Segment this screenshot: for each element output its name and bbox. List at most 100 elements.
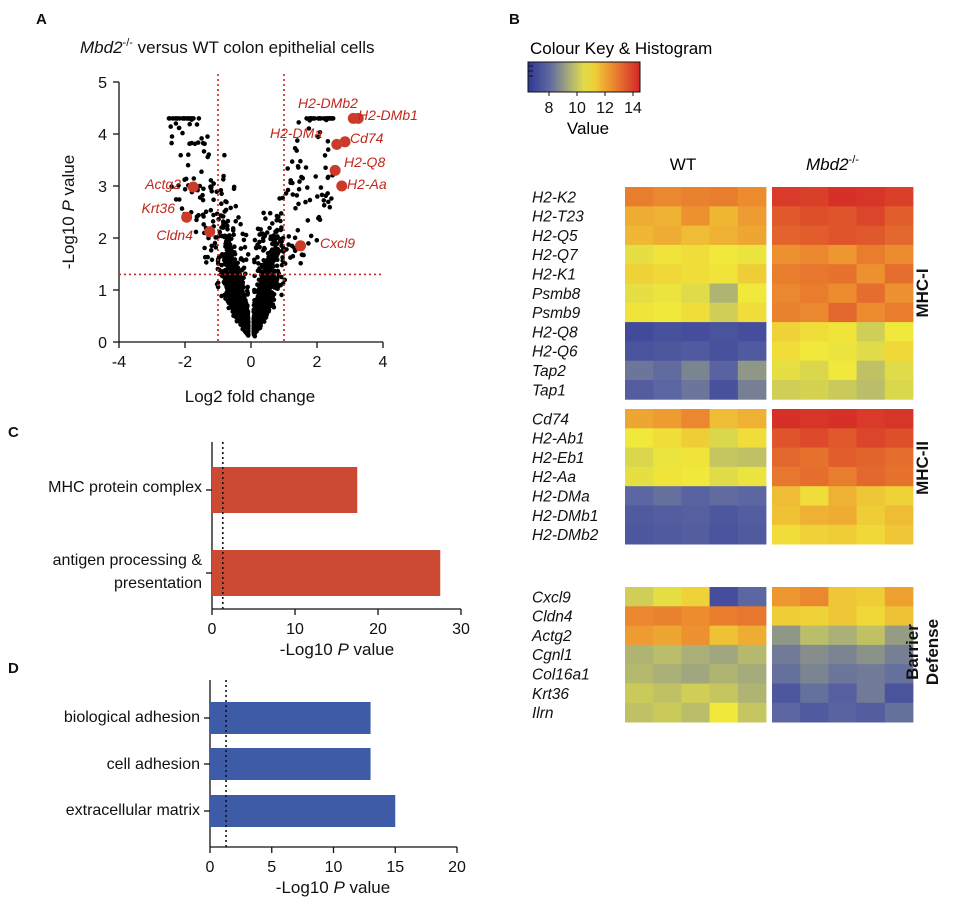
heatmap-cell-ko bbox=[772, 466, 801, 487]
heatmap-cell-ko bbox=[800, 644, 829, 665]
heatmap-cell-ko bbox=[856, 244, 886, 265]
panel-letter-d: D bbox=[8, 660, 19, 677]
volcano-ylabel: -Log10 P value bbox=[59, 155, 78, 269]
heatmap-row-label: H2-Aa bbox=[532, 469, 576, 486]
heatmap-cell-ko bbox=[800, 322, 829, 342]
heatmap-cell-ko bbox=[772, 244, 801, 265]
heatmap-cell-wt bbox=[709, 664, 739, 684]
heatmap-cell-ko bbox=[884, 644, 914, 665]
heatmap-cell-ko bbox=[800, 587, 829, 607]
heatmap-cell-ko bbox=[800, 360, 829, 381]
group-label-mhc-i: MHC-I bbox=[913, 268, 932, 317]
heatmap-row-label: Cd74 bbox=[532, 411, 569, 428]
heatmap-figure: Colour Key & Histogram 8 10 12 14 Value WT … bbox=[527, 39, 942, 723]
heatmap-cell-ko bbox=[884, 322, 914, 342]
heatmap-cell-wt bbox=[681, 206, 710, 226]
heatmap-cell-ko bbox=[856, 447, 886, 468]
bar-c-label-2a: antigen processing & bbox=[53, 552, 203, 569]
heatmap-cell-wt bbox=[625, 644, 654, 665]
heatmap-cell-wt bbox=[737, 702, 767, 723]
heatmap-cell-wt bbox=[653, 505, 682, 526]
bar-d-label-3: extracellular matrix bbox=[66, 802, 200, 819]
go-bar-chart-mhc: 0 10 20 30 MHC protein complex antigen proc… bbox=[48, 442, 470, 659]
heatmap-cell-wt bbox=[681, 702, 710, 723]
heatmap-cell-ko bbox=[828, 341, 857, 362]
heatmap-cell-ko bbox=[772, 341, 801, 362]
heatmap-row-label: Psmb8 bbox=[532, 286, 581, 303]
heatmap-cell-wt bbox=[737, 587, 767, 607]
heatmap-cell-wt bbox=[625, 302, 654, 323]
heatmap-cell-ko bbox=[884, 380, 914, 400]
heatmap-cell-wt bbox=[625, 606, 654, 626]
heatmap-cell-wt bbox=[653, 341, 682, 362]
heatmap-cell-wt bbox=[709, 409, 739, 429]
heatmap-cell-wt bbox=[737, 505, 767, 526]
volcano-ylabel-pre: -Log10 bbox=[59, 212, 78, 270]
colour-key-gradient bbox=[527, 61, 641, 93]
volcano-background-points bbox=[166, 116, 336, 339]
heatmap-cell-ko bbox=[856, 486, 886, 506]
bar-x-tick-label: 0 bbox=[208, 621, 217, 638]
heatmap-cell-ko bbox=[772, 447, 801, 468]
heatmap-cell-wt bbox=[681, 264, 710, 284]
heatmap-cell-wt bbox=[709, 187, 739, 207]
heatmap-row-label: Tap2 bbox=[532, 363, 566, 380]
heatmap-cell-wt bbox=[625, 428, 654, 448]
heatmap-cell-wt bbox=[681, 486, 710, 506]
heatmap-cell-wt bbox=[737, 187, 767, 207]
heatmap-cell-wt bbox=[653, 187, 682, 207]
heatmap-cell-ko bbox=[856, 505, 886, 526]
heatmap-cell-wt bbox=[653, 447, 682, 468]
heatmap-cell-wt bbox=[653, 380, 682, 400]
volcano-highlight-label: Actg2 bbox=[144, 176, 181, 192]
heatmap-cell-wt bbox=[681, 625, 710, 646]
heatmap-cell-wt bbox=[737, 380, 767, 400]
heatmap-cell-ko bbox=[828, 322, 857, 342]
heatmap-cell-ko bbox=[884, 409, 914, 429]
bar-x-tick-label: 0 bbox=[206, 859, 215, 876]
heatmap-cell-ko bbox=[772, 409, 801, 429]
volcano-plot: Mbd2-/- versus WT colon epithelial cells… bbox=[59, 37, 418, 406]
heatmap-cell-wt bbox=[653, 322, 682, 342]
heatmap-cell-ko bbox=[828, 409, 857, 429]
heatmap-cell-ko bbox=[884, 264, 914, 284]
heatmap-cell-ko bbox=[856, 702, 886, 723]
heatmap-cell-ko bbox=[884, 302, 914, 323]
heatmap-cell-ko bbox=[828, 587, 857, 607]
volcano-x-tick-label: -4 bbox=[112, 354, 126, 371]
volcano-title-sup: -/- bbox=[123, 37, 134, 49]
bar-x-tick-label: 10 bbox=[325, 859, 343, 876]
heatmap-cell-ko bbox=[884, 187, 914, 207]
heatmap-cell-ko bbox=[800, 428, 829, 448]
heatmap-cell-wt bbox=[625, 625, 654, 646]
heatmap-cell-ko bbox=[800, 206, 829, 226]
heatmap-cell-wt bbox=[653, 283, 682, 304]
heatmap-cell-wt bbox=[709, 606, 739, 626]
heatmap-row-label: H2-K2 bbox=[532, 189, 576, 206]
heatmap-cell-ko bbox=[772, 644, 801, 665]
heatmap-cell-wt bbox=[625, 264, 654, 284]
heatmap-cell-wt bbox=[681, 606, 710, 626]
heatmap-cell-ko bbox=[884, 505, 914, 526]
heatmap-cell-ko bbox=[772, 428, 801, 448]
volcano-x-tick-label: -2 bbox=[178, 354, 192, 371]
heatmap-cell-ko bbox=[856, 625, 886, 646]
heatmap-cell-ko bbox=[856, 466, 886, 487]
heatmap-cell-wt bbox=[737, 360, 767, 381]
heatmap-cell-ko bbox=[828, 447, 857, 468]
heatmap-cell-ko bbox=[856, 644, 886, 665]
heatmap-row-label: H2-K1 bbox=[532, 267, 576, 284]
heatmap-cell-wt bbox=[681, 283, 710, 304]
heatmap-cell-wt bbox=[709, 360, 739, 381]
heatmap-cell-wt bbox=[653, 524, 682, 545]
bar-x-tick-label: 20 bbox=[448, 859, 466, 876]
heatmap-cell-wt bbox=[681, 664, 710, 684]
heatmap-row-label: H2-Q5 bbox=[532, 228, 578, 245]
heatmap-cell-ko bbox=[884, 244, 914, 265]
heatmap-cell-ko bbox=[828, 702, 857, 723]
volcano-highlight-point bbox=[187, 181, 199, 193]
volcano-highlight-label: H2-DMb1 bbox=[358, 107, 418, 123]
heatmap-cell-ko bbox=[772, 606, 801, 626]
volcano-highlight-label: H2-DMa bbox=[270, 125, 322, 141]
